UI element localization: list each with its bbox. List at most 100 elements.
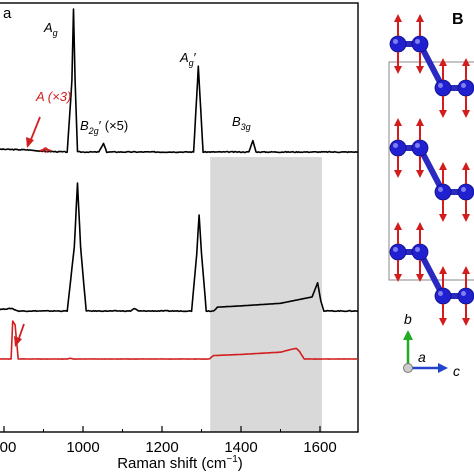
atom bbox=[389, 243, 407, 261]
arrowhead-down bbox=[439, 214, 447, 222]
atom-highlight bbox=[393, 247, 398, 252]
b-axis-arrowhead bbox=[403, 330, 413, 340]
peak-annotation: B3g bbox=[232, 114, 251, 132]
panel-label-b: B bbox=[452, 11, 464, 28]
atom-highlight bbox=[415, 143, 420, 148]
atom-highlight bbox=[415, 39, 420, 44]
x-axis-label: Raman shift (cm−1) bbox=[117, 454, 243, 472]
arrowhead-up bbox=[394, 222, 402, 230]
series-line-3 bbox=[0, 320, 358, 360]
arrowhead-down bbox=[416, 66, 424, 74]
x-ticks: 00 1000 1200 1400 1600 bbox=[0, 426, 337, 456]
series-1-red-marker bbox=[42, 147, 49, 153]
c-axis-arrowhead bbox=[438, 363, 448, 373]
panel-label-a: a bbox=[3, 5, 12, 22]
arrowhead-up bbox=[439, 58, 447, 66]
atom bbox=[434, 287, 452, 305]
atom bbox=[457, 183, 474, 201]
a-axis-label: a bbox=[418, 349, 426, 365]
arrowhead-up bbox=[416, 222, 424, 230]
arrowhead-up bbox=[394, 14, 402, 22]
atom bbox=[411, 139, 429, 157]
atom-highlight bbox=[438, 187, 443, 192]
red-arrowhead-1 bbox=[26, 137, 34, 148]
atom bbox=[457, 79, 474, 97]
b-axis-label: b bbox=[404, 311, 412, 327]
x-axis-label-close: ) bbox=[238, 455, 243, 472]
atom bbox=[434, 79, 452, 97]
arrowhead-up bbox=[462, 58, 470, 66]
peak-annotation-symbol: B bbox=[232, 114, 241, 129]
arrowhead-down bbox=[462, 110, 470, 118]
atom-highlight bbox=[438, 83, 443, 88]
plot-frame bbox=[0, 2, 359, 433]
peak-annotation: Ag′ bbox=[179, 50, 197, 68]
arrowhead-up bbox=[439, 266, 447, 274]
peak-annotation-symbol: A (×3) bbox=[35, 89, 71, 104]
arrowhead-up bbox=[416, 14, 424, 22]
atom-highlight bbox=[393, 39, 398, 44]
series-line-2 bbox=[0, 182, 359, 313]
atom-chains bbox=[389, 35, 474, 305]
plot-area bbox=[0, 2, 359, 433]
crystal-structure-panel: B b a c bbox=[388, 11, 474, 379]
atom-highlight bbox=[461, 83, 466, 88]
atom bbox=[389, 35, 407, 53]
arrowhead-down bbox=[394, 66, 402, 74]
peak-annotation-subscript: 2g bbox=[88, 126, 99, 136]
atom bbox=[434, 183, 452, 201]
x-axis-label-text: Raman shift (cm bbox=[117, 455, 226, 472]
arrowhead-down bbox=[462, 318, 470, 326]
arrowhead-up bbox=[462, 266, 470, 274]
atom bbox=[411, 243, 429, 261]
peak-annotation-subscript: 3g bbox=[241, 122, 251, 132]
peak-annotation-symbol: B bbox=[80, 118, 89, 133]
atom-highlight bbox=[415, 247, 420, 252]
peak-annotation-suffix: ′ (×5) bbox=[99, 118, 129, 133]
atom bbox=[389, 139, 407, 157]
peak-annotation: Ag bbox=[43, 20, 58, 38]
x-tick-label: 1400 bbox=[224, 439, 257, 456]
series-layer bbox=[0, 8, 359, 360]
arrowhead-down bbox=[439, 110, 447, 118]
arrowhead-down bbox=[394, 170, 402, 178]
x-axis-label-sup: −1 bbox=[226, 454, 238, 465]
arrowhead-up bbox=[462, 162, 470, 170]
arrowhead-up bbox=[439, 162, 447, 170]
red-arrowhead-2 bbox=[14, 336, 22, 347]
arrowhead-up bbox=[416, 118, 424, 126]
displacement-arrows bbox=[394, 14, 470, 326]
atom-highlight bbox=[393, 143, 398, 148]
atom bbox=[457, 287, 474, 305]
x-tick-label: 1600 bbox=[303, 439, 336, 456]
peak-annotation-symbol: A bbox=[43, 20, 53, 35]
peak-annotation-symbol: A bbox=[179, 50, 189, 65]
peak-annotation-suffix: ′ bbox=[194, 50, 197, 65]
axis-triad: b a c bbox=[403, 311, 460, 379]
arrowhead-down bbox=[439, 318, 447, 326]
red-arrow-1 bbox=[29, 116, 41, 143]
shaded-region bbox=[210, 157, 322, 432]
arrowhead-down bbox=[394, 274, 402, 282]
peak-annotation: B2g′ (×5) bbox=[80, 118, 128, 136]
atom-highlight bbox=[461, 291, 466, 296]
arrowhead-down bbox=[462, 214, 470, 222]
x-tick-label: 00 bbox=[0, 439, 16, 456]
atom-highlight bbox=[461, 187, 466, 192]
arrowhead-down bbox=[416, 274, 424, 282]
peak-annotation-subscript: g bbox=[189, 58, 194, 68]
x-tick-label: 1000 bbox=[66, 439, 99, 456]
c-axis-label: c bbox=[453, 363, 460, 379]
peak-annotation: A (×3) bbox=[35, 89, 71, 104]
atom-highlight bbox=[438, 291, 443, 296]
series-line-1 bbox=[0, 8, 359, 154]
atom bbox=[411, 35, 429, 53]
x-tick-label: 1200 bbox=[145, 439, 178, 456]
series-1-red-overlay bbox=[39, 147, 52, 152]
arrowhead-down bbox=[416, 170, 424, 178]
arrowhead-up bbox=[394, 118, 402, 126]
peak-annotation-subscript: g bbox=[53, 28, 58, 38]
